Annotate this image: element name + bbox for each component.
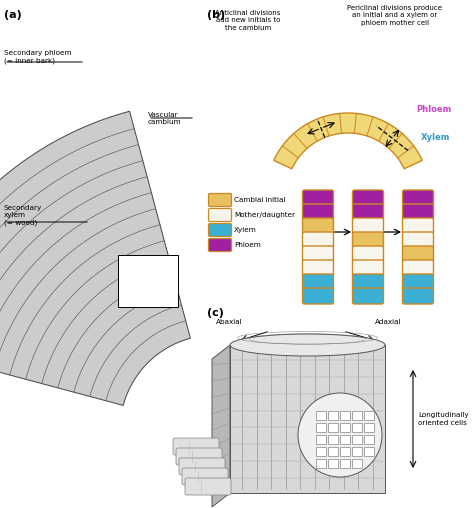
Text: Anticlinal divisions
add new initials to
the cambium: Anticlinal divisions add new initials to… [215,10,281,31]
Circle shape [298,393,382,477]
Bar [340,411,350,420]
Bar [364,435,374,444]
Text: Cambial initial: Cambial initial [234,197,285,203]
FancyBboxPatch shape [209,238,231,251]
Bar [364,447,374,456]
Bar [340,459,350,468]
Bar [352,411,362,420]
Bar [352,459,362,468]
Text: Phloem: Phloem [234,242,261,248]
FancyBboxPatch shape [402,190,434,206]
Polygon shape [0,111,191,405]
FancyBboxPatch shape [353,218,383,234]
Text: Secondary phloem
(= inner bark): Secondary phloem (= inner bark) [4,50,72,64]
Bar [230,345,385,493]
FancyBboxPatch shape [209,224,231,237]
FancyBboxPatch shape [353,260,383,276]
FancyBboxPatch shape [302,204,334,220]
FancyBboxPatch shape [173,438,219,455]
FancyBboxPatch shape [302,218,334,234]
Text: Phloem: Phloem [417,106,452,114]
Text: Mother/daughter: Mother/daughter [234,212,295,218]
FancyBboxPatch shape [302,274,334,290]
Text: Xylem: Xylem [420,134,450,143]
FancyBboxPatch shape [402,274,434,290]
Bar [316,411,326,420]
FancyBboxPatch shape [402,232,434,248]
Text: Longitudinally
oriented cells: Longitudinally oriented cells [418,412,469,426]
Bar [328,447,338,456]
Text: Abaxial: Abaxial [216,319,243,325]
FancyBboxPatch shape [302,260,334,276]
Ellipse shape [230,334,385,356]
Bar [328,423,338,432]
Bar [316,447,326,456]
FancyBboxPatch shape [353,232,383,248]
Bar [316,435,326,444]
FancyBboxPatch shape [209,208,231,221]
Text: Adaxial: Adaxial [375,319,401,325]
Text: Periclinal divisions produce
an initial and a xylem or
phloem mother cell: Periclinal divisions produce an initial … [347,5,443,26]
FancyBboxPatch shape [353,274,383,290]
Text: Secondary
xylem
(= wood): Secondary xylem (= wood) [4,205,42,227]
Bar [352,435,362,444]
Bar [352,447,362,456]
FancyBboxPatch shape [402,260,434,276]
Text: (a): (a) [4,10,22,20]
FancyBboxPatch shape [182,468,228,485]
Bar [340,447,350,456]
Bar [316,459,326,468]
Text: (b): (b) [207,10,225,20]
FancyBboxPatch shape [353,204,383,220]
FancyBboxPatch shape [209,194,231,206]
Bar [328,459,338,468]
Text: Xylem: Xylem [234,227,257,233]
FancyBboxPatch shape [353,288,383,304]
FancyBboxPatch shape [353,246,383,262]
FancyBboxPatch shape [302,190,334,206]
FancyBboxPatch shape [353,190,383,206]
FancyBboxPatch shape [302,232,334,248]
Bar [328,435,338,444]
FancyBboxPatch shape [402,218,434,234]
Bar [316,423,326,432]
Bar [364,423,374,432]
Polygon shape [212,345,230,507]
FancyBboxPatch shape [302,288,334,304]
Bar [352,423,362,432]
FancyBboxPatch shape [402,204,434,220]
FancyBboxPatch shape [402,288,434,304]
Text: Vascular
cambium: Vascular cambium [148,112,182,125]
Bar [364,411,374,420]
Bar [340,435,350,444]
Bar [340,423,350,432]
FancyBboxPatch shape [402,246,434,262]
FancyBboxPatch shape [302,246,334,262]
Polygon shape [273,113,422,169]
FancyBboxPatch shape [185,478,231,495]
FancyBboxPatch shape [179,458,225,475]
Bar [328,411,338,420]
FancyBboxPatch shape [176,448,222,465]
Text: (c): (c) [207,308,224,318]
Bar [118,255,178,307]
